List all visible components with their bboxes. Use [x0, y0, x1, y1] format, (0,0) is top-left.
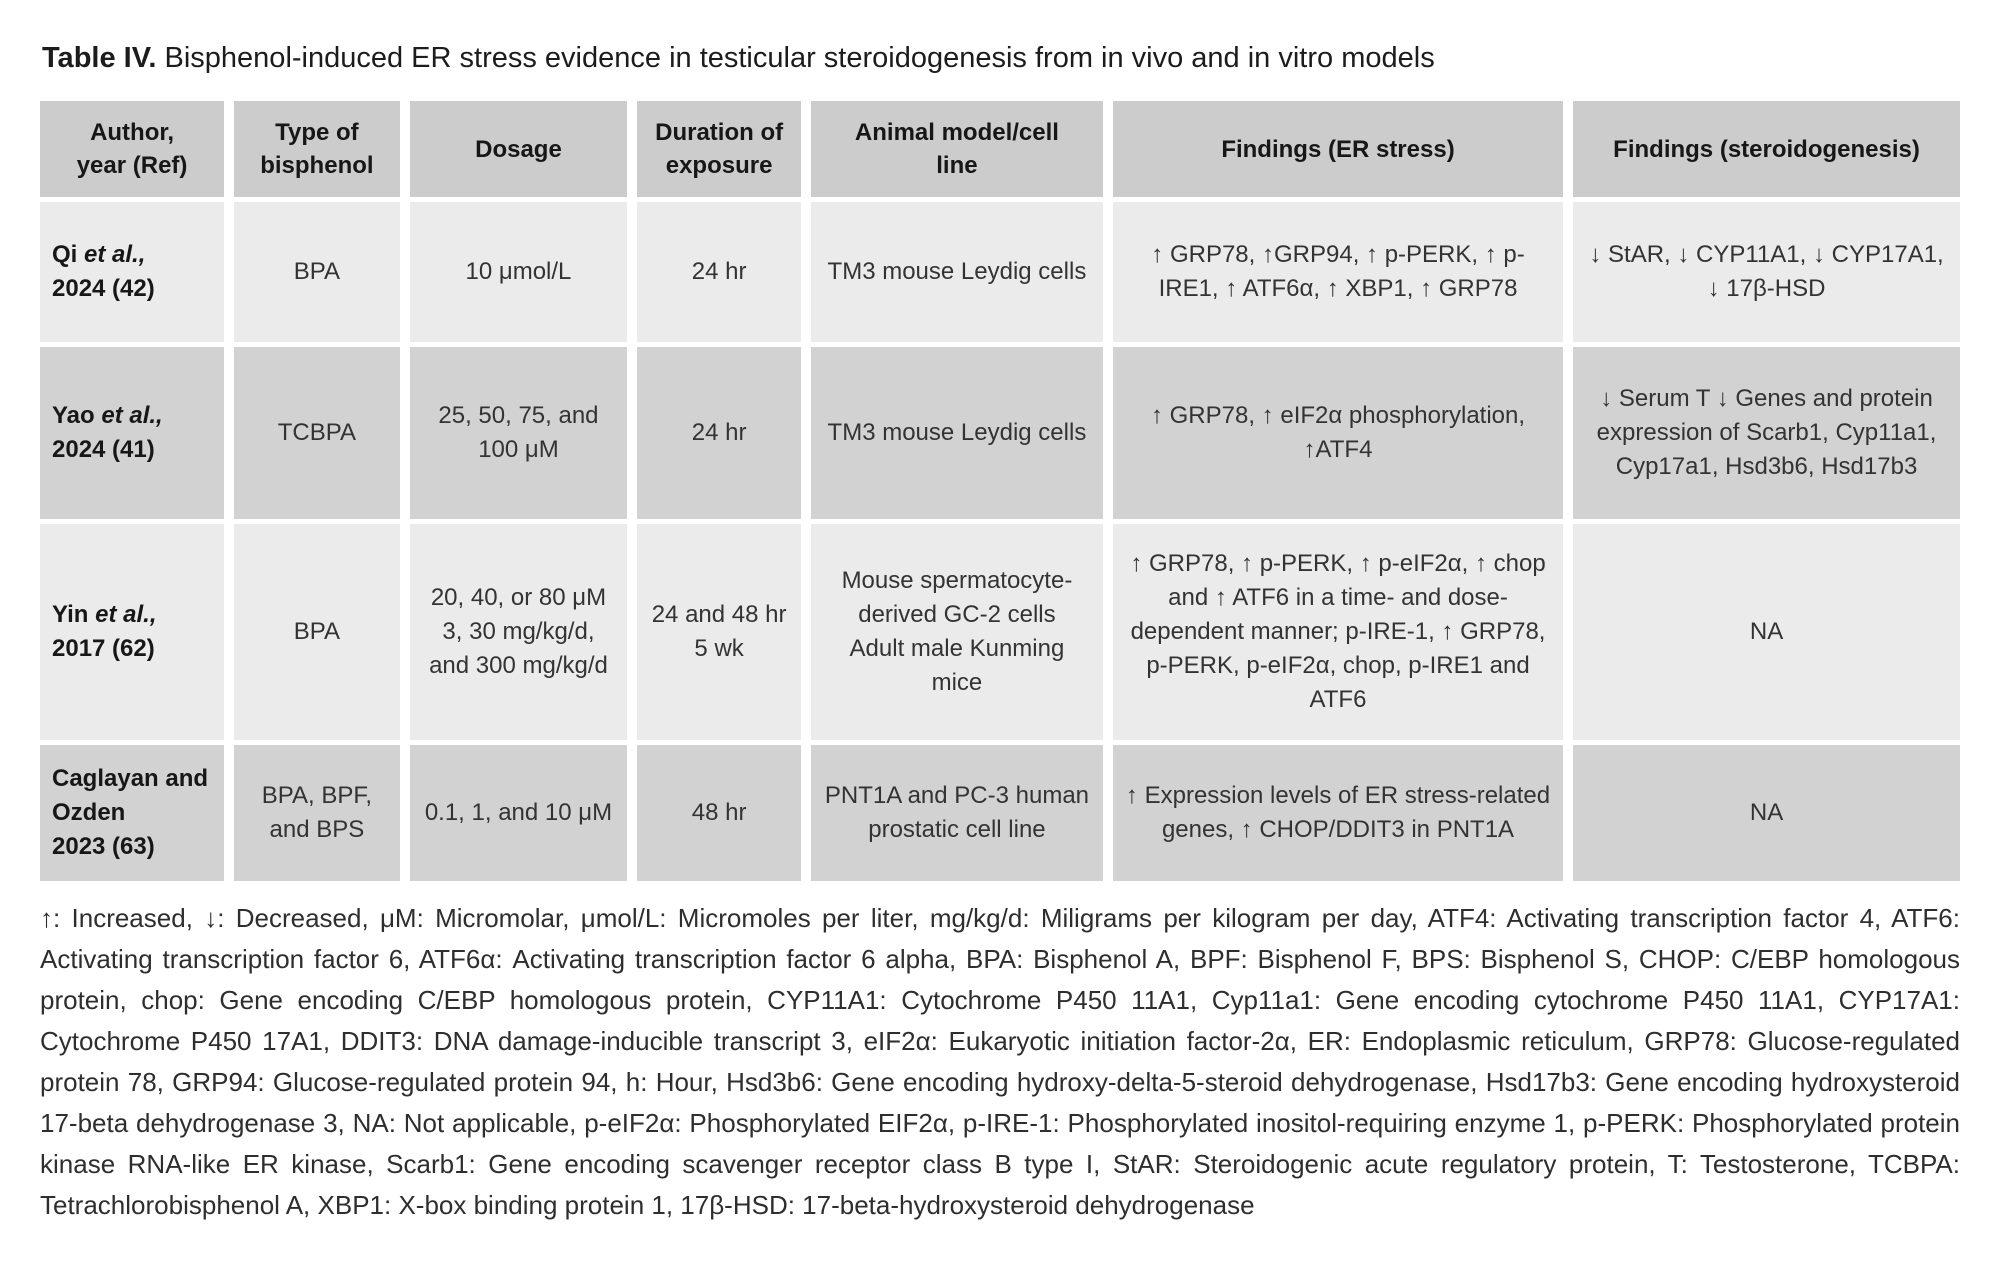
- cell-findings-er: ↑ GRP78, ↑ eIF2α phosphorylation, ↑ATF4: [1112, 347, 1564, 519]
- cell-model: Mouse spermatocyte-derived GC-2 cells Ad…: [810, 524, 1103, 740]
- table-caption: Bisphenol-induced ER stress evidence in …: [156, 42, 1435, 74]
- cell-dosage: 10 μmol/L: [409, 202, 628, 342]
- cell-model: TM3 mouse Leydig cells: [810, 347, 1103, 519]
- cell-model: PNT1A and PC-3 human prostatic cell line: [810, 745, 1103, 881]
- cell-dosage: 25, 50, 75, and 100 μM: [409, 347, 628, 519]
- column-header-author: Author, year (Ref): [40, 101, 225, 197]
- author-year: 2023 (63): [52, 833, 155, 860]
- cell-duration: 24 hr: [637, 347, 801, 519]
- cell-author: Qi et al., 2024 (42): [40, 202, 225, 342]
- cell-bisphenol-type: BPA: [234, 524, 400, 740]
- cell-bisphenol-type: BPA, BPF, and BPS: [234, 745, 400, 881]
- cell-author: Caglayan and Ozden 2023 (63): [40, 745, 225, 881]
- author-year: 2024 (41): [52, 436, 155, 463]
- author-etal: et al.,: [101, 402, 163, 429]
- table-header: Author, year (Ref) Type of bisphenol Dos…: [40, 101, 1960, 197]
- author-name: Caglayan and Ozden: [52, 765, 209, 826]
- cell-findings-steroidogenesis: NA: [1573, 524, 1960, 740]
- author-etal: et al.,: [84, 241, 146, 268]
- cell-model: TM3 mouse Leydig cells: [810, 202, 1103, 342]
- cell-findings-steroidogenesis: ↓ StAR, ↓ CYP11A1, ↓ CYP17A1, ↓ 17β-HSD: [1573, 202, 1960, 342]
- author-year: 2024 (42): [52, 275, 155, 302]
- table-body: Qi et al., 2024 (42) BPA 10 μmol/L 24 hr …: [40, 202, 1960, 881]
- page-title: Table IV. Bisphenol-induced ER stress ev…: [42, 40, 1960, 76]
- header-row: Author, year (Ref) Type of bisphenol Dos…: [40, 101, 1960, 197]
- column-header-bisphenol-type: Type of bisphenol: [234, 101, 400, 197]
- evidence-table: Author, year (Ref) Type of bisphenol Dos…: [30, 96, 1970, 886]
- cell-findings-steroidogenesis: ↓ Serum T ↓ Genes and protein expression…: [1573, 347, 1960, 519]
- cell-dosage: 20, 40, or 80 μM 3, 30 mg/kg/d, and 300 …: [409, 524, 628, 740]
- column-header-findings-er: Findings (ER stress): [1112, 101, 1564, 197]
- cell-bisphenol-type: BPA: [234, 202, 400, 342]
- column-header-dosage: Dosage: [409, 101, 628, 197]
- column-header-duration: Duration of exposure: [637, 101, 801, 197]
- cell-author: Yin et al., 2017 (62): [40, 524, 225, 740]
- cell-duration: 48 hr: [637, 745, 801, 881]
- cell-dosage: 0.1, 1, and 10 μM: [409, 745, 628, 881]
- author-name: Yao: [52, 402, 102, 429]
- cell-bisphenol-type: TCBPA: [234, 347, 400, 519]
- author-name: Qi: [52, 241, 85, 268]
- table-row: Caglayan and Ozden 2023 (63) BPA, BPF, an…: [40, 745, 1960, 881]
- table-row: Yao et al., 2024 (41) TCBPA 25, 50, 75, a…: [40, 347, 1960, 519]
- column-header-findings-steroidogenesis: Findings (steroidogenesis): [1573, 101, 1960, 197]
- author-name: Yin: [52, 601, 96, 628]
- cell-findings-er: ↑ GRP78, ↑GRP94, ↑ p-PERK, ↑ p-IRE1, ↑ A…: [1112, 202, 1564, 342]
- author-etal: et al.,: [95, 601, 157, 628]
- column-header-model: Animal model/cell line: [810, 101, 1103, 197]
- table-number-label: Table IV.: [42, 42, 157, 74]
- cell-findings-steroidogenesis: NA: [1573, 745, 1960, 881]
- cell-author: Yao et al., 2024 (41): [40, 347, 225, 519]
- table-row: Yin et al., 2017 (62) BPA 20, 40, or 80 μ…: [40, 524, 1960, 740]
- cell-findings-er: ↑ GRP78, ↑ p-PERK, ↑ p-eIF2α, ↑ chop and…: [1112, 524, 1564, 740]
- author-year: 2017 (62): [52, 635, 155, 662]
- cell-duration: 24 and 48 hr 5 wk: [637, 524, 801, 740]
- table-wrapper: Author, year (Ref) Type of bisphenol Dos…: [30, 96, 1970, 886]
- cell-findings-er: ↑ Expression levels of ER stress-related…: [1112, 745, 1564, 881]
- abbreviations-footnote: ↑: Increased, ↓: Decreased, μM: Micromol…: [40, 903, 1960, 1220]
- cell-duration: 24 hr: [637, 202, 801, 342]
- table-row: Qi et al., 2024 (42) BPA 10 μmol/L 24 hr …: [40, 202, 1960, 342]
